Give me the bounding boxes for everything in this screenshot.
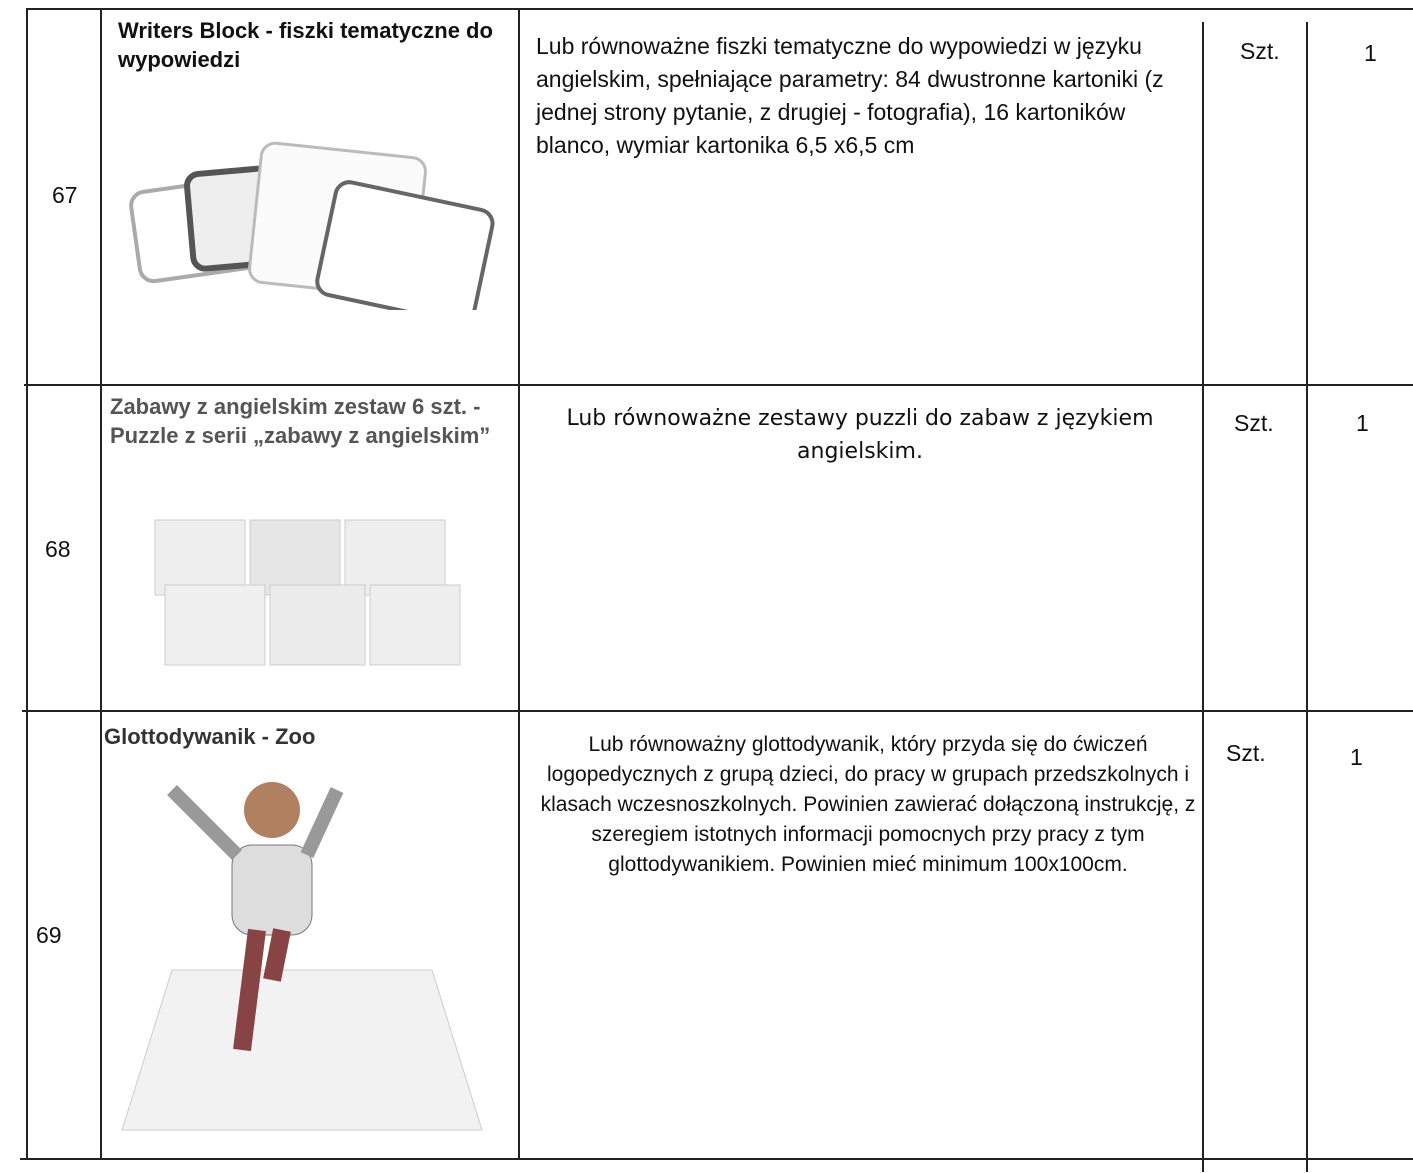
row-line: [22, 710, 1413, 712]
description: Lub równoważny glottodywanik, który przy…: [540, 733, 1196, 876]
product-name: Writers Block - fiszki tematyczne do wyp…: [118, 18, 493, 72]
row-number: 67: [52, 182, 78, 208]
row-line: [20, 1158, 1413, 1160]
description: Lub równoważne zestawy puzzli do zabaw z…: [566, 406, 1154, 464]
description: Lub równoważne fiszki tematyczne do wypo…: [536, 33, 1164, 158]
quantity: 1: [1356, 410, 1369, 436]
quantity: 1: [1350, 744, 1363, 770]
unit: Szt.: [1226, 740, 1266, 766]
product-image: [129, 141, 495, 310]
unit: Szt.: [1240, 38, 1280, 64]
row-line: [28, 8, 1413, 10]
row-line: [24, 384, 1413, 386]
col-line: [1306, 22, 1308, 1172]
product-name: Glottodywanik - Zoo: [104, 724, 316, 749]
col-line: [1202, 22, 1204, 1172]
quantity: 1: [1364, 40, 1377, 66]
col-line: [100, 8, 102, 1160]
unit: Szt.: [1234, 410, 1274, 436]
product-image: [154, 519, 461, 666]
col-line: [518, 8, 520, 1160]
row-number: 69: [36, 922, 62, 948]
product-name: Zabawy z angielskim zestaw 6 szt. - Puzz…: [110, 394, 491, 448]
col-line: [26, 8, 28, 1160]
row-number: 68: [45, 536, 71, 562]
product-image: [121, 782, 483, 1131]
